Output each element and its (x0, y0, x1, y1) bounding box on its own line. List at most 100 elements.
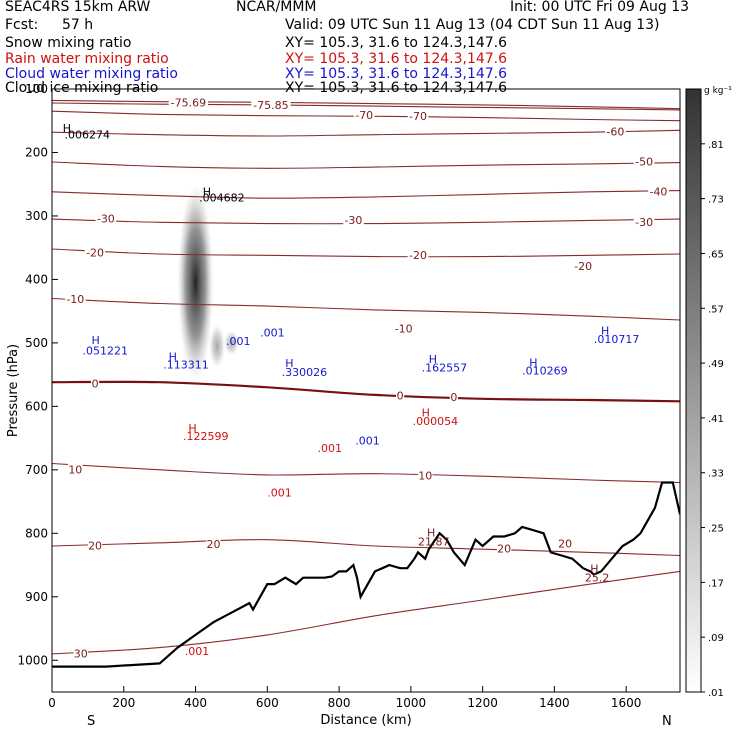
contour-label-bg-11 (407, 248, 429, 261)
extremum-label-4: H (91, 334, 99, 347)
forecast-hour: 57 h (62, 17, 94, 33)
colorbar-tick-label-3: .25 (708, 524, 724, 535)
contour-label-9: -30 (635, 216, 653, 229)
extremum-label-26: H (427, 526, 435, 539)
temperature-contour-5 (52, 190, 680, 199)
x-tick-label-2: 400 (184, 696, 207, 710)
contour-label-bg-24 (449, 390, 459, 403)
extremum-label-29: 25.2 (585, 572, 610, 585)
colorbar-tick-label-6: .49 (708, 359, 724, 370)
colorbar: g kg⁻¹ .01 .09 .17 .25 .33 .41 .49 .57 .65 .73 .81 (685, 86, 732, 699)
contour-label-bg-15 (68, 462, 83, 475)
contour-label-10: -20 (86, 246, 104, 259)
plot-header: SEAC4RS 15km ARW NCAR/MMM Init: 00 UTC F… (0, 0, 740, 96)
contour-label-24: 0 (450, 391, 457, 404)
contour-label-18: 20 (206, 538, 220, 551)
contour-label-4: -60 (606, 126, 624, 139)
temperature-contour-11 (52, 539, 680, 557)
extremum-label-3: .004682 (199, 191, 245, 204)
contour-label-2: -70 (355, 109, 373, 122)
extremum-label-20: .122599 (183, 430, 229, 443)
extremum-label-6: H (169, 351, 177, 364)
contour-label-20: 20 (558, 538, 572, 551)
y-axis-label: Pressure (hPa) (6, 344, 21, 437)
contour-label-bg-4 (605, 125, 626, 138)
extremum-label-18: .001 (355, 434, 380, 447)
x-axis-label: Distance (km) (320, 713, 411, 728)
extremum-label-19: H (188, 422, 196, 435)
contour-label-bg-6 (648, 184, 669, 197)
contour-label-bg-7 (95, 212, 117, 225)
contour-label-8: -30 (344, 214, 362, 227)
axes: 0 200 400 600 800 1000 1200 1400 160010020030040… (6, 82, 672, 729)
contour-label-bg-19 (496, 542, 512, 555)
contour-label-bg-13 (65, 292, 86, 305)
x-tick-label-4: 800 (328, 696, 351, 710)
extremum-label-21: .001 (267, 487, 292, 500)
contour-label-13: -10 (66, 293, 84, 306)
snow-shading-1 (208, 323, 226, 369)
contour-label-7: -30 (97, 213, 115, 226)
y-tick-label-1: 200 (25, 145, 48, 159)
x-tick-label-3: 600 (256, 696, 279, 710)
field-cloud-water-name: Cloud water mixing ratio (5, 66, 178, 82)
temperature-contour-7 (52, 248, 680, 258)
colorbar-ramp (685, 88, 702, 693)
contour-label-12: -20 (574, 260, 592, 273)
contour-label-22: 0 (92, 378, 99, 391)
contour-label-bg-18 (206, 537, 221, 550)
extremum-label-11: .330026 (282, 366, 328, 379)
contour-label-bg-0 (168, 95, 208, 108)
model-title: SEAC4RS 15km ARW (5, 0, 151, 15)
snow-shading-0 (177, 184, 214, 381)
y-tick-label-5: 600 (25, 399, 48, 413)
temperature-contour-2 (52, 110, 680, 122)
contour-label-bg-5 (633, 154, 655, 167)
contour-label-16: 10 (418, 470, 432, 483)
snow-shading-2 (223, 330, 240, 356)
y-tick-label-0: 100 (25, 82, 48, 96)
x-tick-label-7: 1400 (539, 696, 570, 710)
colorbar-tick-label-2: .17 (708, 578, 724, 589)
colorbar-tick-label-7: .57 (708, 304, 724, 315)
temperature-contour-12 (52, 570, 680, 655)
field-rain-name: Rain water mixing ratio (5, 51, 169, 67)
contour-label-bg-12 (572, 259, 594, 272)
contour-label-bg-16 (418, 469, 433, 482)
field-cloud-ice-name: Cloud ice mixing ratio (5, 80, 159, 96)
extremum-label-8: .001 (226, 335, 251, 348)
x-tick-label-0: 0 (48, 696, 56, 710)
right-end-label: N (662, 714, 672, 729)
contour-label-bg-21 (73, 646, 88, 659)
colorbar-tick-label-10: .81 (708, 140, 724, 151)
temperature-contour-4 (52, 161, 680, 169)
y-tick-label-3: 400 (25, 272, 48, 286)
contour-label-19: 20 (497, 543, 511, 556)
field-snow-xy: XY= 105.3, 31.6 to 124.3,147.6 (285, 35, 508, 51)
colorbar-tick-label-9: .73 (708, 195, 724, 206)
extremum-label-7: .113311 (163, 358, 209, 371)
left-end-label: S (87, 714, 95, 729)
contour-label-21: 30 (74, 647, 88, 660)
forecast-label: Fcst: (5, 17, 39, 33)
contour-label-bg-1 (251, 98, 291, 111)
contour-label-0: -75.69 (171, 96, 206, 109)
contour-label-bg-8 (343, 213, 364, 226)
extremum-label-23: .001 (185, 645, 210, 658)
contour-label-bg-20 (557, 537, 573, 550)
y-tick-label-9: 1000 (17, 653, 48, 667)
y-tick-label-4: 500 (25, 336, 48, 350)
extremum-label-0: H (63, 122, 71, 135)
terrain-line (52, 481, 680, 668)
extremum-label-24: H (422, 407, 430, 420)
organization-label: NCAR/MMM (236, 0, 317, 15)
x-tick-label-8: 1600 (611, 696, 642, 710)
extremum-label-16: H (601, 325, 609, 338)
contour-label-11: -20 (409, 249, 427, 262)
colorbar-tick-label-1: .09 (708, 633, 724, 644)
extremum-label-14: H (529, 356, 537, 369)
temperature-contour-9 (52, 380, 680, 403)
extremum-label-27: 21.87 (418, 535, 450, 548)
y-tick-label-6: 700 (25, 463, 48, 477)
extremum-label-28: H (590, 563, 598, 576)
